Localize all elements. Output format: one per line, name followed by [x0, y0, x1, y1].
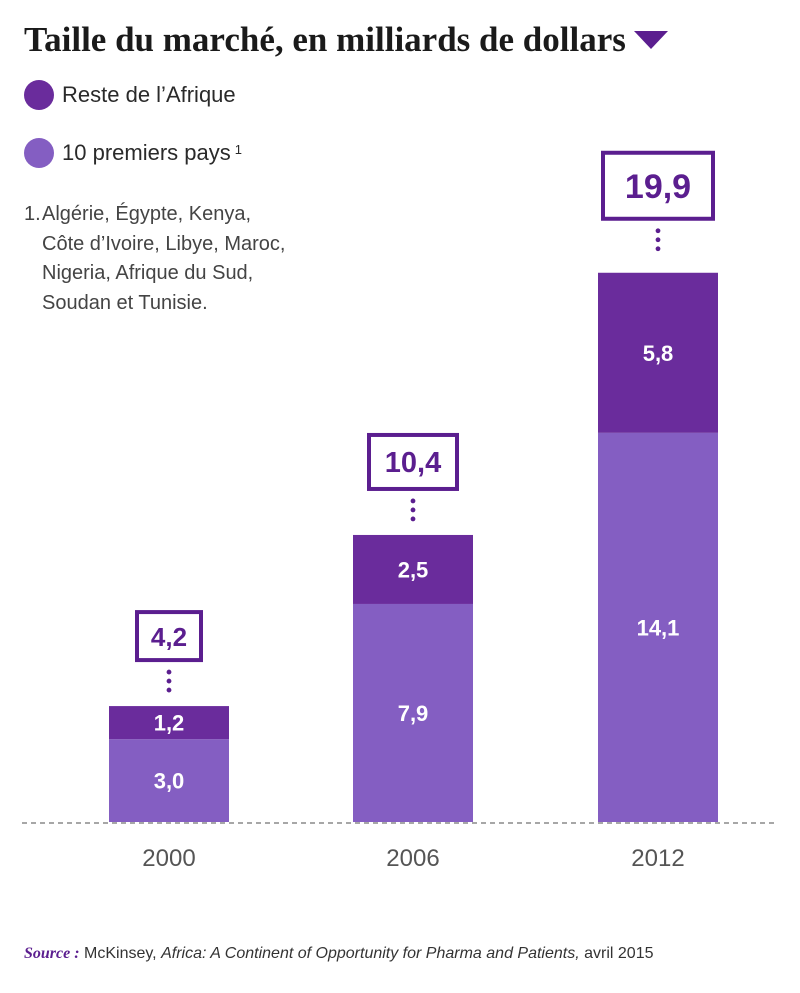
- total-label: 4,2: [151, 622, 187, 652]
- bar-segment-reste: [109, 706, 229, 740]
- total-label: 10,4: [385, 447, 441, 479]
- footnote-line: Côte d’Ivoire, Libye, Maroc,: [42, 232, 286, 255]
- chart-title-text: Taille du marché, en milliards de dollar…: [24, 20, 626, 59]
- connector-dot: [655, 237, 661, 243]
- footnote-line: Soudan et Tunisie.: [42, 291, 208, 314]
- x-tick-label: 2000: [142, 845, 195, 872]
- chart-title: Taille du marché, en milliards de dollar…: [24, 18, 668, 62]
- data-label-reste: 2,5: [398, 557, 429, 582]
- legend-item-top10: 10 premiers pays 1: [24, 138, 242, 168]
- legend-swatch-reste: [24, 80, 54, 110]
- footnote-number: 1.: [24, 203, 41, 225]
- triangle-down-icon: [633, 30, 668, 49]
- bar-segment-top10: [598, 432, 718, 822]
- legend-footnote-marker: 1: [234, 141, 242, 157]
- legend-label-top10: 10 premiers pays: [62, 140, 231, 165]
- connector-dot: [410, 507, 416, 513]
- footnote: 1.Algérie, Égypte, Kenya, Côte d’Ivoire,…: [24, 200, 285, 318]
- connector-dot: [655, 228, 661, 234]
- connector-dot: [166, 678, 172, 684]
- total-box: [367, 432, 459, 491]
- source-label: Source :: [24, 945, 80, 962]
- footnote-line: 1.Algérie, Égypte, Kenya,: [24, 200, 285, 230]
- source-publisher: McKinsey,: [84, 945, 157, 962]
- data-label-top10: 7,9: [398, 701, 429, 726]
- connector-dot: [166, 687, 172, 693]
- connector-dot: [655, 246, 661, 252]
- bar-segment-reste: [598, 272, 718, 433]
- total-label: 19,9: [625, 168, 691, 206]
- bar-segment-top10: [109, 739, 229, 822]
- data-label-reste: 1,2: [154, 711, 185, 736]
- legend-item-reste: Reste de l’Afrique: [24, 80, 236, 110]
- connector-dot: [166, 669, 172, 675]
- source-note: Source : McKinsey, Africa: A Continent o…: [24, 945, 654, 963]
- connector-dot: [410, 498, 416, 504]
- source-date: avril 2015: [584, 945, 654, 962]
- data-label-top10: 3,0: [154, 769, 185, 794]
- connector-dot: [410, 516, 416, 522]
- source-work: Africa: A Continent of Opportunity for P…: [161, 945, 580, 962]
- total-box: [601, 150, 715, 221]
- data-label-top10: 14,1: [637, 615, 680, 640]
- legend-label-reste: Reste de l’Afrique: [62, 82, 236, 107]
- footnote-text: Algérie, Égypte, Kenya,: [42, 203, 252, 225]
- bar-segment-top10: [353, 603, 473, 822]
- footnote-line: Nigeria, Afrique du Sud,: [42, 262, 254, 284]
- total-box: [135, 610, 203, 663]
- x-tick-label: 2012: [631, 845, 684, 872]
- bar-segment-reste: [353, 534, 473, 604]
- data-label-reste: 5,8: [643, 341, 674, 366]
- x-tick-label: 2006: [386, 845, 439, 872]
- legend-swatch-top10: [24, 138, 54, 168]
